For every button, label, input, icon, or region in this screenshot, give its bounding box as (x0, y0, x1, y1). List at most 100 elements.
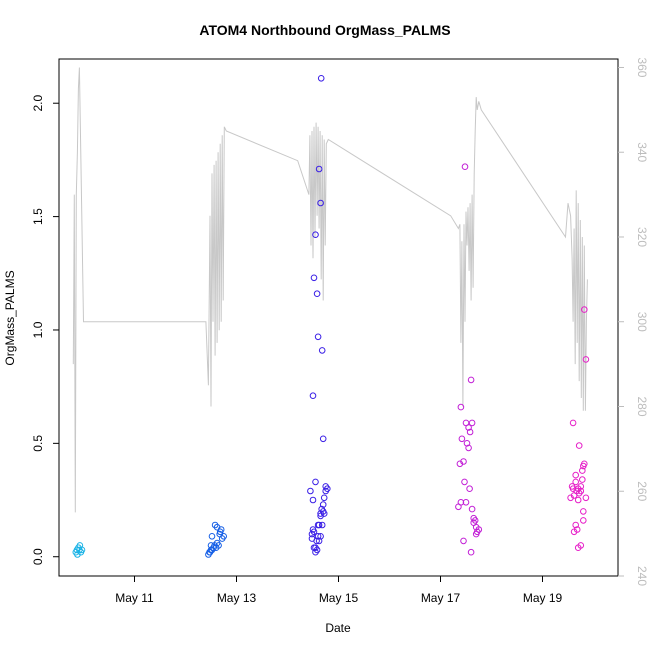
data-point (572, 521, 580, 529)
data-point (467, 548, 475, 556)
data-point (310, 274, 318, 282)
data-point (461, 163, 469, 170)
y-tick-label: 1.0 (31, 321, 45, 338)
data-point (580, 517, 587, 524)
data-point (213, 523, 221, 531)
data-point (216, 528, 224, 536)
data-point (466, 485, 473, 493)
data-point (577, 487, 585, 495)
y-tick-label: 1.5 (31, 208, 45, 225)
data-point (577, 542, 585, 549)
data-point (573, 526, 581, 533)
data-point (315, 165, 323, 173)
x-axis-title: Date (325, 621, 351, 635)
data-point (465, 424, 472, 431)
x-tick-label: May 17 (421, 591, 461, 605)
data-point (579, 476, 586, 483)
data-point (322, 483, 330, 490)
y-axis-title: OrgMass_PALMS (3, 270, 17, 365)
data-point (314, 521, 322, 529)
data-point (472, 530, 480, 538)
data-point (582, 356, 590, 363)
y-tick-label: 0.0 (31, 548, 45, 565)
y-axis-left: 0.0 0.5 1.0 1.5 2.0 (31, 95, 59, 565)
data-point (468, 505, 476, 513)
data-point (569, 419, 577, 427)
data-point (314, 333, 322, 341)
y2-tick-label: 240 (635, 566, 649, 586)
data-point (467, 376, 475, 384)
x-tick-label: May 13 (217, 591, 257, 605)
data-point (319, 501, 327, 508)
data-point (215, 542, 222, 549)
data-point (315, 537, 323, 545)
data-point (314, 533, 322, 540)
data-point (318, 521, 326, 529)
data-point (220, 533, 227, 540)
data-point (581, 460, 588, 468)
data-point (460, 537, 467, 545)
data-point (457, 499, 465, 506)
y2-tick-label: 300 (635, 312, 649, 332)
data-point (580, 508, 587, 515)
y-axis-right: 240 260 280 300 320 340 360 (618, 57, 649, 586)
right-axis-trace-layer (72, 67, 588, 513)
data-point (581, 306, 588, 313)
y-tick-label: 0.5 (31, 435, 45, 452)
data-point (309, 392, 317, 400)
data-point (207, 542, 215, 549)
data-point (317, 75, 325, 82)
data-point (458, 435, 466, 443)
data-point (307, 487, 314, 495)
y2-tick-label: 320 (635, 227, 649, 247)
y2-tick-label: 260 (635, 481, 649, 501)
data-point (461, 478, 468, 486)
data-point (465, 444, 472, 452)
data-point (312, 231, 319, 238)
x-tick-label: May 19 (523, 591, 563, 605)
data-point (211, 521, 219, 529)
right-axis-trace-line (72, 67, 588, 513)
data-point (320, 494, 328, 502)
data-point (312, 478, 319, 486)
data-point (309, 496, 317, 504)
data-point (574, 496, 582, 504)
y2-tick-label: 340 (635, 142, 649, 162)
series-5 (567, 306, 590, 552)
data-point (468, 419, 476, 427)
data-point (470, 519, 478, 527)
data-point (310, 528, 318, 536)
data-point (572, 471, 580, 479)
x-tick-label: May 11 (115, 591, 154, 605)
data-point (78, 546, 86, 554)
data-point (320, 510, 328, 517)
series-4 (455, 163, 483, 556)
y2-tick-label: 280 (635, 396, 649, 416)
data-point (308, 535, 316, 542)
data-point (457, 403, 465, 411)
series-1 (72, 542, 86, 558)
data-point (318, 347, 326, 354)
data-point (313, 290, 321, 298)
y2-tick-label: 360 (635, 57, 649, 77)
data-point (312, 544, 319, 552)
chart-title: ATOM4 Northbound OrgMass_PALMS (199, 22, 450, 38)
x-tick-label: May 15 (319, 591, 359, 605)
data-point (460, 458, 467, 465)
data-point (206, 548, 214, 556)
data-point (582, 494, 590, 502)
data-points-layer (72, 75, 590, 558)
series-2 (205, 521, 227, 558)
series-3 (307, 75, 331, 556)
data-point (317, 533, 324, 540)
data-point (579, 467, 586, 474)
y-tick-label: 2.0 (31, 95, 45, 112)
data-point (466, 428, 474, 436)
data-point (572, 478, 580, 486)
data-point (319, 435, 327, 443)
data-point (317, 199, 324, 207)
x-axis: May 11 May 13 May 15 May 17 May 19 (115, 576, 563, 605)
data-point (208, 533, 216, 540)
